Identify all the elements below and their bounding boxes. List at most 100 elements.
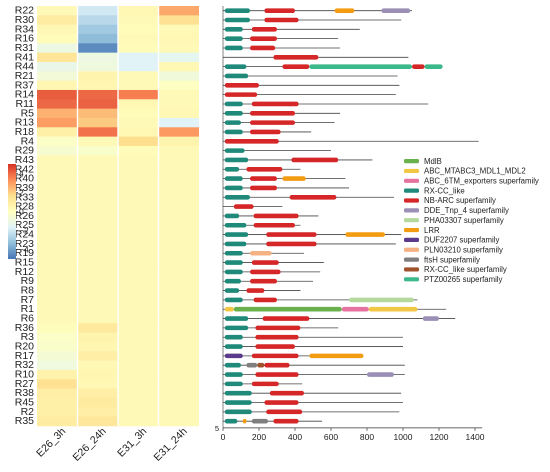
heatmap-cell [77,89,118,100]
heatmap-cell [37,295,78,305]
domain-block [224,73,249,79]
domain-block [368,306,418,312]
legend-swatch [404,237,419,242]
legend-swatch [404,178,419,183]
domain-block [224,269,243,275]
domain-block [266,241,317,247]
row-label: R30 [15,14,34,26]
row-label: R45 [15,397,34,409]
heatmap-cell [158,416,199,427]
domain-block [224,176,243,181]
row-label: R29 [15,145,34,157]
domain-block [412,64,425,69]
heatmap-cell [118,369,159,380]
row-label: R23 [15,238,34,250]
domain-block [251,27,277,32]
row-label: R34 [15,23,34,35]
legend-swatch [404,188,419,193]
domain-block [250,45,276,51]
heatmap-cell [158,192,199,203]
heatmap-cell [158,89,199,100]
column-label: E31_24h [152,425,190,463]
heatmap-cell [37,145,78,156]
heatmap-cell [118,155,159,166]
domain-block [224,45,243,51]
heatmap-cell [37,136,78,147]
heatmap-cell [158,173,199,184]
domain-block [224,213,240,219]
domain-block [250,185,277,191]
domain-block [250,110,295,116]
domain-block [224,278,241,284]
heatmap-cell [77,24,118,35]
domain-block [224,400,252,405]
domain-block [246,166,283,172]
heatmap-cell [77,173,118,184]
domain-block [250,250,272,256]
axis-tick-label: 1400 [466,432,485,442]
heatmap-cell [37,229,78,240]
domain-block [224,36,243,41]
heatmap-cell [37,15,78,26]
domain-block [224,222,247,228]
heatmap-cell [158,332,199,343]
row-label: R12 [15,266,34,278]
heatmap-cell [118,192,159,203]
heatmap-cell [77,407,118,417]
row-label: R41 [15,51,34,63]
legend-label: RX-CC_like [424,186,465,195]
heatmap-cell [77,341,118,352]
heatmap-cells [37,6,199,427]
heatmap-cell [118,313,159,324]
domain-block [224,157,249,163]
domain-block [282,176,306,181]
heatmap-cell [118,43,159,54]
axis-tick-label: 200 [252,432,266,442]
column-labels: E26_3h E26_24h E31_3h E31_24h [34,425,190,463]
heatmap-cell [37,211,78,221]
legend-swatch [404,247,419,252]
heatmap-cell [77,416,118,427]
heatmap-cell [77,388,118,399]
row-label: R39 [15,182,34,194]
heatmap-cell [37,388,78,399]
domain-block [224,260,243,265]
heatmap-cell [158,304,199,315]
heatmap-cell [158,61,199,72]
heatmap-cell [118,416,159,427]
heatmap-cell [158,351,199,361]
heatmap-cell [118,360,159,371]
heatmap-cell [77,52,118,63]
row-label: R19 [15,247,34,259]
heatmap-cell [77,369,118,380]
domain-block [224,185,243,191]
heatmap-cell [158,239,199,249]
row-label: R42 [15,163,34,175]
domain-block [250,120,295,125]
legend-swatch [404,218,419,223]
heatmap-cell [37,155,78,166]
heatmap-cell [77,127,118,138]
domain-block [250,176,277,181]
heatmap-cell [158,257,199,268]
domain-block [224,194,250,200]
heatmap-cell [118,323,159,333]
legend-label: ftsH superfamily [424,255,480,264]
heatmap-cell [158,33,199,44]
heatmap-cell [37,304,78,315]
heatmap-cell [77,71,118,82]
heatmap-cell [118,285,159,296]
heatmap-cell [118,304,159,315]
domain-block [255,344,295,349]
row-label: R40 [15,173,34,185]
heatmap-cell [158,388,199,399]
axis-tick-label: 800 [360,432,374,442]
domain-block [282,64,310,69]
heatmap-cell [37,43,78,54]
heatmap-cell [118,276,159,287]
heatmap-cell [118,332,159,343]
legend-swatch [404,227,419,233]
legend-label: PTZ00265 superfamily [424,275,503,284]
domain-block [341,306,369,312]
domain-block [224,353,243,359]
